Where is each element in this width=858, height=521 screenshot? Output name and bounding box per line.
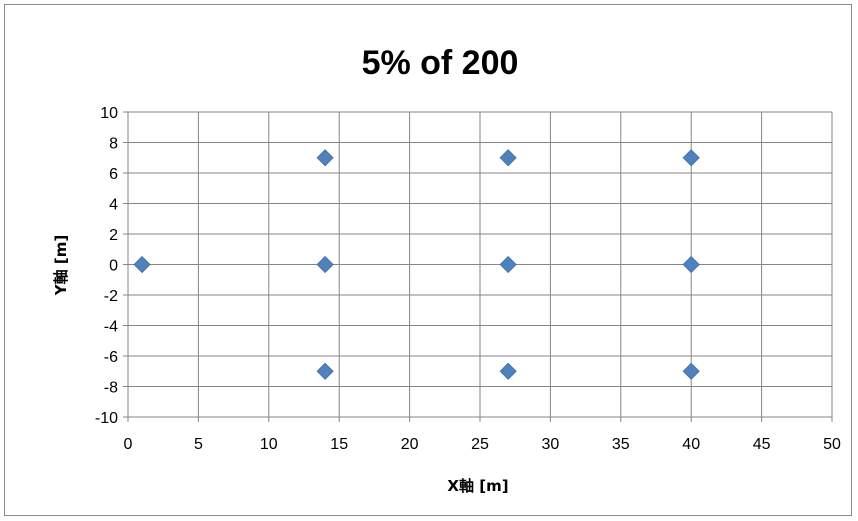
- x-tick-labels: 0 5 10 15 20 25 30 35 40 45 50: [124, 436, 841, 453]
- data-point: [682, 255, 700, 274]
- x-tick-label: 20: [401, 436, 419, 453]
- data-point: [499, 362, 517, 380]
- y-tick-label: 2: [109, 227, 118, 244]
- y-tick-label: -10: [95, 410, 118, 427]
- y-tick-label: -8: [104, 380, 118, 397]
- y-tick-labels: 10 8 6 4 2 0 -2 -4 -6 -8 -10: [95, 105, 118, 427]
- chart-title: 5% of 200: [362, 44, 519, 82]
- data-points: [133, 149, 700, 380]
- data-point: [133, 255, 151, 274]
- y-tick-label: 4: [109, 197, 118, 214]
- y-axis-title: Y軸 [m]: [52, 235, 70, 296]
- grid: [123, 111, 833, 422]
- data-point: [499, 149, 517, 167]
- x-tick-label: 25: [471, 436, 489, 453]
- x-tick-label: 30: [542, 436, 560, 453]
- x-tick-label: 5: [194, 436, 203, 453]
- x-tick-label: 0: [124, 436, 133, 453]
- x-tick-label: 50: [823, 436, 841, 453]
- y-tick-label: 6: [109, 166, 118, 183]
- data-point: [682, 149, 700, 167]
- data-point: [499, 255, 517, 274]
- y-tick-label: -4: [104, 319, 118, 336]
- data-point: [316, 149, 334, 167]
- y-tick-label: 10: [100, 105, 118, 122]
- x-axis-title: X軸 [m]: [447, 477, 508, 495]
- y-tick-label: 8: [109, 136, 118, 153]
- x-tick-label: 35: [612, 436, 630, 453]
- data-point: [316, 255, 334, 274]
- x-tick-label: 10: [260, 436, 278, 453]
- y-tick-label: 0: [109, 258, 118, 275]
- x-tick-label: 15: [330, 436, 348, 453]
- data-point: [316, 362, 334, 380]
- x-tick-label: 45: [753, 436, 771, 453]
- data-point: [682, 362, 700, 380]
- y-tick-label: -2: [104, 288, 118, 305]
- x-tick-label: 40: [682, 436, 700, 453]
- y-tick-label: -6: [104, 349, 118, 366]
